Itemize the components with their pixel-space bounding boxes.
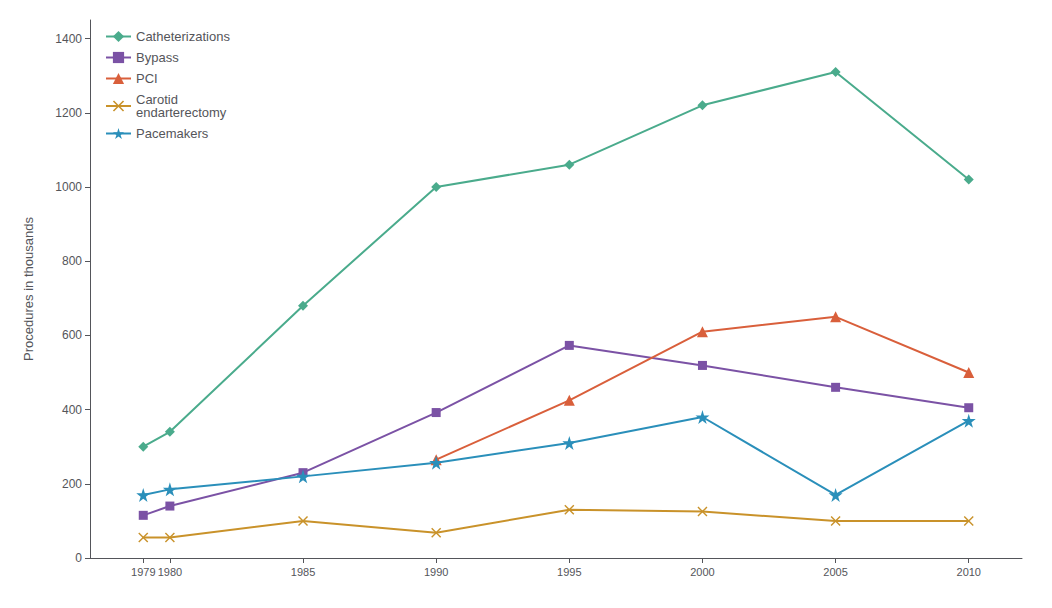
svg-text:1980: 1980 <box>158 566 182 578</box>
svg-text:2010: 2010 <box>957 566 981 578</box>
svg-text:Procedures in thousands: Procedures in thousands <box>21 217 36 361</box>
svg-text:2000: 2000 <box>690 566 714 578</box>
svg-text:Bypass: Bypass <box>136 50 179 65</box>
svg-text:600: 600 <box>62 328 82 342</box>
svg-text:2005: 2005 <box>823 566 847 578</box>
svg-text:PCI: PCI <box>136 71 158 86</box>
svg-text:Pacemakers: Pacemakers <box>136 126 209 141</box>
svg-text:1200: 1200 <box>55 106 82 120</box>
svg-text:1995: 1995 <box>557 566 581 578</box>
svg-text:0: 0 <box>75 551 82 565</box>
svg-text:1985: 1985 <box>291 566 315 578</box>
svg-text:200: 200 <box>62 477 82 491</box>
svg-text:1400: 1400 <box>55 32 82 46</box>
svg-text:1990: 1990 <box>424 566 448 578</box>
svg-text:endarterectomy: endarterectomy <box>136 105 227 120</box>
svg-text:400: 400 <box>62 403 82 417</box>
svg-text:1000: 1000 <box>55 180 82 194</box>
svg-text:1979: 1979 <box>131 566 155 578</box>
svg-text:Catheterizations: Catheterizations <box>136 29 230 44</box>
svg-text:Carotid: Carotid <box>136 92 178 107</box>
svg-text:800: 800 <box>62 254 82 268</box>
